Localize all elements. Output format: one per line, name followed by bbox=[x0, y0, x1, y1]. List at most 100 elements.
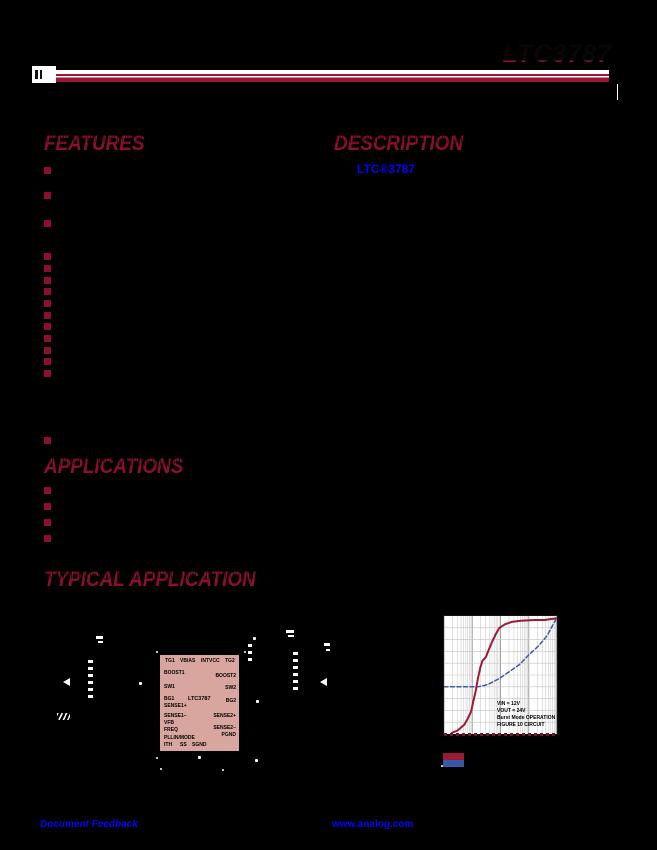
pin-tg1: TG1 bbox=[165, 658, 175, 664]
feature-bullet-marker bbox=[44, 277, 51, 284]
junction-dot bbox=[198, 756, 201, 759]
ic-pinout-block: TG1 VBIAS INTVCC TG2 BOOST1 SW1 BG1 SENS… bbox=[160, 655, 239, 751]
component-value-text bbox=[324, 643, 330, 646]
inductor-segment bbox=[293, 666, 298, 669]
pin-ss: SS bbox=[180, 742, 187, 748]
typical-application-heading: TYPICAL APPLICATION bbox=[44, 568, 257, 591]
header-rule bbox=[56, 70, 609, 82]
pin-sgnd: SGND bbox=[192, 742, 207, 748]
inductor-segment bbox=[293, 680, 298, 683]
component-mark bbox=[248, 658, 252, 661]
pin-vfb: VFB bbox=[164, 720, 174, 726]
inductor-segment bbox=[88, 660, 93, 663]
header-right-tick bbox=[617, 84, 618, 100]
inductor-segment bbox=[88, 688, 93, 691]
junction-dot bbox=[244, 651, 246, 653]
feature-bullet-marker bbox=[44, 370, 51, 377]
annotation-line: Burst Mode OPERATION bbox=[497, 715, 556, 721]
component-mark bbox=[248, 651, 252, 654]
junction-dot bbox=[222, 769, 224, 771]
component-value-text bbox=[288, 635, 294, 637]
feature-bullet-marker bbox=[44, 358, 51, 365]
application-bullet-marker bbox=[44, 535, 51, 542]
manufacturer-logo bbox=[32, 66, 56, 83]
chart-annotation: VIN = 12V VOUT = 24V Burst Mode OPERATIO… bbox=[497, 701, 555, 729]
mosfet-arrow-icon bbox=[63, 678, 70, 686]
application-bullet-marker bbox=[44, 503, 51, 510]
feature-bullet-marker bbox=[44, 167, 51, 174]
feature-bullet-marker bbox=[44, 437, 51, 444]
website-link[interactable]: www.analog.com bbox=[332, 819, 414, 830]
pin-boost1: BOOST1 bbox=[164, 670, 185, 676]
legend-red-swatch bbox=[443, 753, 464, 760]
chart-x-axis-ticks bbox=[444, 733, 557, 736]
junction-dot bbox=[156, 651, 158, 653]
component-mark bbox=[248, 644, 252, 647]
pin-boost2: BOOST2 bbox=[215, 673, 236, 679]
ic-part-label: LTC3787 bbox=[188, 696, 211, 702]
inductor-segment bbox=[293, 659, 298, 662]
mosfet-arrow-icon bbox=[320, 678, 327, 686]
pin-pgnd: PGND bbox=[221, 732, 236, 738]
pin-sense1p: SENSE1+ bbox=[164, 703, 187, 709]
component-value-text bbox=[326, 649, 330, 651]
component-value-text bbox=[98, 641, 103, 643]
resistor-symbol bbox=[57, 713, 70, 720]
pin-vbias: VBIAS bbox=[180, 658, 196, 664]
application-bullet-marker bbox=[44, 487, 51, 494]
efficiency-chart: VIN = 12V VOUT = 24V Burst Mode OPERATIO… bbox=[443, 615, 558, 735]
pin-sense1n: SENSE1− bbox=[164, 713, 187, 719]
inductor-segment bbox=[293, 673, 298, 676]
junction-dot bbox=[253, 637, 256, 640]
feature-bullet-marker bbox=[44, 312, 51, 319]
pin-intvcc: INTVCC bbox=[201, 658, 220, 664]
pin-pllin-mode: PLLIN/MODE bbox=[164, 735, 195, 741]
inductor-segment bbox=[88, 695, 93, 698]
pin-ith: ITH bbox=[164, 742, 173, 748]
annotation-line: FIGURE 10 CIRCUIT bbox=[497, 722, 545, 728]
inductor-segment bbox=[88, 674, 93, 677]
feature-bullet-marker bbox=[44, 220, 51, 227]
feature-bullet-marker bbox=[44, 347, 51, 354]
legend-blue-swatch bbox=[443, 760, 464, 767]
part-number-title: LTC3787 bbox=[440, 40, 612, 69]
pin-sense2n: SENSE2− bbox=[213, 725, 236, 731]
feature-bullet-marker bbox=[44, 265, 51, 272]
pin-tg2: TG2 bbox=[225, 658, 235, 664]
applications-heading: APPLICATIONS bbox=[44, 455, 184, 478]
legend-corner-dot bbox=[441, 765, 443, 767]
pin-bg2: BG2 bbox=[225, 698, 236, 704]
feature-bullet-marker bbox=[44, 323, 51, 330]
features-heading: FEATURES bbox=[44, 132, 145, 155]
pin-sw2: SW2 bbox=[225, 685, 236, 691]
chart-plot-area bbox=[444, 616, 557, 734]
logo-glyph bbox=[35, 70, 38, 79]
junction-dot bbox=[160, 768, 162, 770]
inductor-segment bbox=[88, 667, 93, 670]
inductor-segment bbox=[88, 681, 93, 684]
description-heading: DESCRIPTION bbox=[334, 132, 464, 155]
component-value-text bbox=[286, 630, 294, 633]
efficiency-curve bbox=[450, 617, 557, 734]
junction-dot bbox=[256, 700, 259, 703]
power-loss-curve bbox=[444, 618, 557, 688]
feature-bullet-marker bbox=[44, 253, 51, 260]
inductor-segment bbox=[293, 652, 298, 655]
pin-sw1: SW1 bbox=[164, 684, 175, 690]
feature-bullet-marker bbox=[44, 335, 51, 342]
pin-freq: FREQ bbox=[164, 727, 178, 733]
feature-bullet-marker bbox=[44, 192, 51, 199]
annotation-line: VIN = 12V bbox=[497, 701, 520, 707]
annotation-line: VOUT = 24V bbox=[497, 708, 526, 714]
logo-glyph bbox=[40, 70, 42, 79]
junction-dot bbox=[255, 759, 258, 762]
component-value-text bbox=[96, 636, 103, 639]
feature-bullet-marker bbox=[44, 288, 51, 295]
part-number-link[interactable]: LTC®3787 bbox=[357, 162, 415, 176]
application-bullet-marker bbox=[44, 519, 51, 526]
feature-bullet-marker bbox=[44, 300, 51, 307]
pin-sense2p: SENSE2+ bbox=[213, 713, 236, 719]
junction-dot bbox=[156, 757, 158, 759]
document-feedback-link[interactable]: Document Feedback bbox=[40, 819, 138, 830]
